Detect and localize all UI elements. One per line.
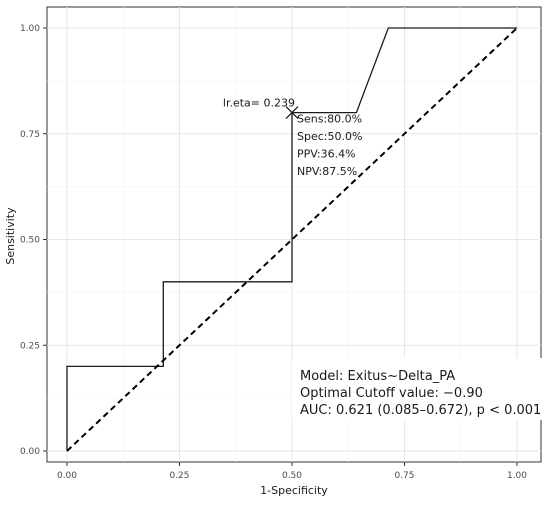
reference-diagonal-line [66, 27, 518, 452]
y-tick-label: 0.00 [20, 447, 40, 457]
optimal-point-stat: Spec:50.0% [297, 130, 362, 143]
optimal-point-stat: NPV:87.5% [297, 165, 357, 178]
model-info-line: Model: Exitus~Delta_PA [300, 369, 455, 384]
optimal-point-stats: Sens:80.0% Spec:50.0% PPV:36.4% NPV:87.5% [297, 113, 362, 179]
y-tick-label: 0.75 [20, 130, 40, 140]
y-axis-title: Sensitivity [4, 207, 17, 265]
model-info: Model: Exitus~Delta_PA Optimal Cutoff val… [300, 369, 541, 418]
optimal-point-label: lr.eta= 0.239 [223, 97, 295, 110]
series-layer [66, 27, 518, 452]
x-tick-label: 0.00 [57, 471, 77, 481]
x-axis-ticks: 0.00 0.25 0.50 0.75 1.00 [57, 462, 527, 481]
x-axis-title: 1-Specificity [260, 484, 328, 497]
x-tick-label: 1.00 [507, 471, 527, 481]
y-tick-label: 0.25 [20, 341, 40, 351]
y-axis-ticks: 0.00 0.25 0.50 0.75 1.00 [20, 24, 47, 457]
x-tick-label: 0.50 [282, 471, 302, 481]
model-box [292, 358, 546, 420]
optimal-point-stat: Sens:80.0% [297, 113, 362, 126]
optimal-point-stat: PPV:36.4% [297, 148, 356, 161]
y-tick-label: 0.50 [20, 236, 40, 246]
x-tick-label: 0.75 [394, 471, 414, 481]
x-tick-label: 0.25 [169, 471, 189, 481]
model-info-line: Optimal Cutoff value: −0.90 [300, 386, 483, 401]
y-tick-label: 1.00 [20, 24, 40, 34]
grid-major [47, 7, 541, 462]
optimal-point-marker [285, 106, 299, 120]
model-info-line: AUC: 0.621 (0.085–0.672), p < 0.001 [300, 403, 541, 418]
roc-curve-line [66, 27, 517, 451]
